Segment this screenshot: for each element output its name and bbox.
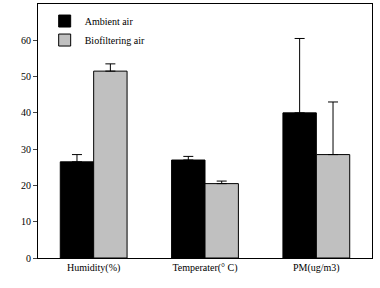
svg-text:10: 10 — [21, 216, 31, 227]
svg-text:40: 40 — [21, 107, 31, 118]
svg-text:60: 60 — [21, 35, 31, 46]
svg-text:0: 0 — [26, 253, 31, 264]
svg-text:50: 50 — [21, 71, 31, 82]
svg-text:PM(ug/m3): PM(ug/m3) — [293, 262, 340, 274]
svg-text:20: 20 — [21, 180, 31, 191]
svg-text:Ambient air: Ambient air — [85, 16, 134, 27]
svg-text:Biofiltering air: Biofiltering air — [85, 35, 145, 46]
svg-text:Temperater(° C): Temperater(° C) — [172, 262, 237, 274]
svg-text:30: 30 — [21, 144, 31, 155]
svg-text:Humidity(%): Humidity(%) — [67, 262, 120, 274]
